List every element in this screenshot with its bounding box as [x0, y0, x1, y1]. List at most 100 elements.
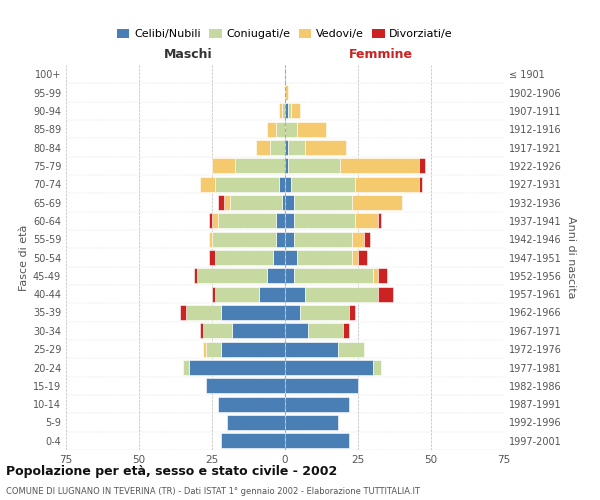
Bar [276, 122, 285, 136]
Bar [215, 176, 279, 192]
Bar [206, 342, 221, 356]
Bar [285, 176, 291, 192]
Legend: Celibi/Nubili, Coniugati/e, Vedovi/e, Divorziati/e: Celibi/Nubili, Coniugati/e, Vedovi/e, Di… [113, 24, 457, 44]
Bar [364, 232, 370, 246]
Bar [352, 232, 364, 246]
Bar [305, 140, 346, 155]
Bar [338, 342, 364, 356]
Text: Popolazione per età, sesso e stato civile - 2002: Popolazione per età, sesso e stato civil… [6, 464, 337, 477]
Bar [379, 286, 393, 302]
Y-axis label: Fasce di età: Fasce di età [19, 224, 29, 290]
Bar [294, 195, 352, 210]
Bar [294, 268, 373, 283]
Bar [215, 286, 259, 302]
Bar [349, 305, 355, 320]
Bar [256, 140, 271, 155]
Bar [285, 195, 294, 210]
Bar [291, 104, 299, 118]
Bar [235, 158, 285, 174]
Bar [218, 396, 285, 411]
Bar [188, 360, 285, 375]
Bar [186, 305, 221, 320]
Bar [221, 342, 285, 356]
Bar [285, 232, 294, 246]
Bar [355, 176, 419, 192]
Bar [285, 250, 296, 265]
Bar [209, 232, 212, 246]
Bar [200, 176, 215, 192]
Bar [379, 214, 382, 228]
Bar [285, 396, 349, 411]
Bar [285, 140, 288, 155]
Bar [419, 176, 422, 192]
Bar [285, 85, 288, 100]
Bar [183, 360, 188, 375]
Bar [259, 286, 285, 302]
Bar [294, 214, 355, 228]
Bar [203, 324, 232, 338]
Bar [279, 104, 282, 118]
Bar [288, 104, 291, 118]
Bar [218, 214, 276, 228]
Bar [355, 214, 379, 228]
Bar [212, 286, 215, 302]
Bar [285, 324, 308, 338]
Y-axis label: Anni di nascita: Anni di nascita [566, 216, 575, 298]
Bar [200, 324, 203, 338]
Bar [230, 195, 282, 210]
Bar [268, 122, 276, 136]
Bar [285, 305, 299, 320]
Bar [285, 286, 305, 302]
Bar [308, 324, 343, 338]
Bar [296, 250, 352, 265]
Bar [227, 415, 285, 430]
Bar [271, 140, 285, 155]
Bar [276, 232, 285, 246]
Bar [291, 176, 355, 192]
Bar [288, 158, 340, 174]
Bar [212, 232, 276, 246]
Bar [212, 158, 235, 174]
Bar [209, 250, 215, 265]
Bar [373, 360, 382, 375]
Bar [285, 360, 373, 375]
Bar [343, 324, 349, 338]
Bar [209, 214, 212, 228]
Bar [285, 122, 296, 136]
Bar [206, 378, 285, 394]
Bar [215, 250, 274, 265]
Bar [379, 268, 387, 283]
Bar [352, 250, 358, 265]
Bar [276, 214, 285, 228]
Text: Femmine: Femmine [349, 48, 413, 61]
Bar [285, 158, 288, 174]
Bar [358, 250, 367, 265]
Bar [268, 268, 285, 283]
Bar [288, 140, 305, 155]
Bar [232, 324, 285, 338]
Bar [180, 305, 186, 320]
Bar [419, 158, 425, 174]
Bar [285, 214, 294, 228]
Bar [296, 122, 326, 136]
Bar [340, 158, 419, 174]
Bar [373, 268, 379, 283]
Bar [352, 195, 402, 210]
Bar [194, 268, 197, 283]
Bar [221, 305, 285, 320]
Bar [285, 342, 338, 356]
Bar [285, 104, 288, 118]
Bar [285, 434, 349, 448]
Bar [282, 104, 285, 118]
Bar [203, 342, 206, 356]
Bar [218, 195, 224, 210]
Bar [285, 378, 358, 394]
Bar [224, 195, 230, 210]
Bar [305, 286, 379, 302]
Bar [274, 250, 285, 265]
Text: Maschi: Maschi [164, 48, 213, 61]
Bar [197, 268, 268, 283]
Bar [282, 195, 285, 210]
Bar [285, 268, 294, 283]
Bar [212, 214, 218, 228]
